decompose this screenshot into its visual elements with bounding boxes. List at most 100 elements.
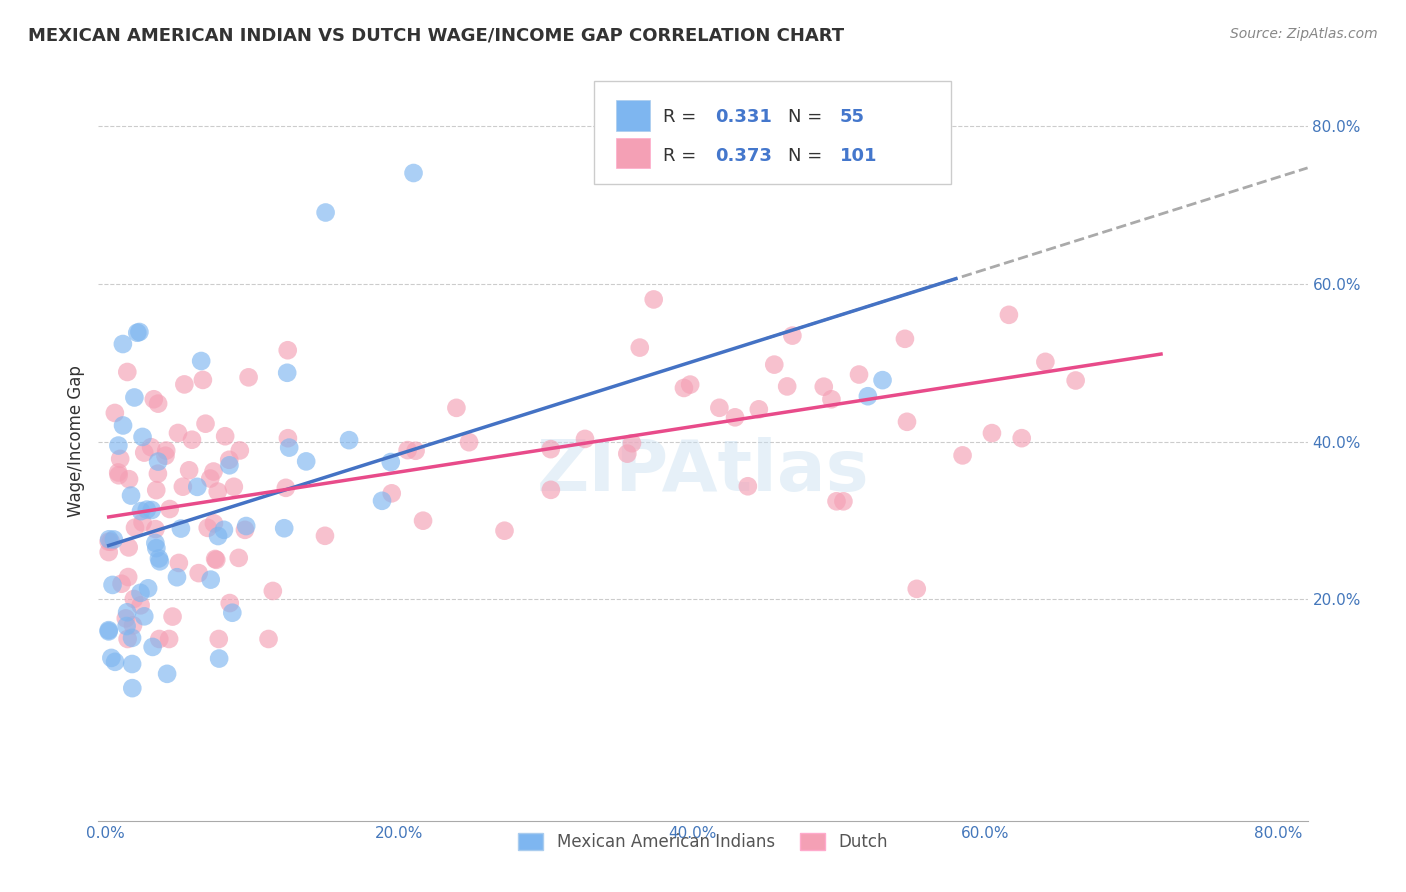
Point	[156, 666, 179, 681]
Point	[371, 493, 394, 508]
Point	[131, 516, 153, 530]
Point	[146, 397, 169, 411]
Point	[129, 599, 152, 613]
Point	[155, 449, 177, 463]
Point	[643, 293, 665, 307]
Point	[894, 332, 917, 346]
Point	[117, 632, 139, 646]
Point	[134, 609, 156, 624]
Point	[337, 433, 360, 447]
Point	[110, 576, 132, 591]
Point	[233, 523, 256, 537]
Text: R =: R =	[664, 146, 702, 165]
Point	[166, 570, 188, 584]
Point	[540, 442, 562, 457]
Point	[162, 609, 184, 624]
Point	[214, 429, 236, 443]
Point	[131, 430, 153, 444]
Point	[136, 582, 159, 596]
Point	[952, 449, 974, 463]
Point	[616, 447, 638, 461]
Point	[121, 631, 143, 645]
Point	[181, 433, 204, 447]
Point	[737, 479, 759, 493]
Point	[402, 166, 425, 180]
Point	[207, 484, 229, 499]
Point	[167, 556, 190, 570]
Point	[115, 619, 138, 633]
Point	[896, 415, 918, 429]
Point	[139, 440, 162, 454]
Text: 0.373: 0.373	[716, 146, 772, 165]
Point	[412, 514, 434, 528]
Point	[200, 471, 222, 485]
Point	[679, 377, 702, 392]
Point	[148, 632, 170, 646]
Point	[107, 466, 129, 480]
Point	[813, 379, 835, 393]
Point	[157, 632, 180, 646]
Point	[127, 326, 149, 340]
Point	[277, 431, 299, 445]
Point	[212, 523, 235, 537]
Text: R =: R =	[664, 108, 702, 126]
Point	[274, 481, 297, 495]
Text: 101: 101	[839, 146, 877, 165]
Point	[1064, 374, 1087, 388]
Point	[145, 483, 167, 497]
Point	[134, 445, 156, 459]
Point	[145, 541, 167, 556]
Point	[724, 410, 747, 425]
Point	[205, 553, 228, 567]
Point	[229, 443, 252, 458]
Text: 55: 55	[839, 108, 865, 126]
Point	[202, 516, 225, 531]
Point	[103, 533, 125, 547]
Point	[115, 605, 138, 619]
Point	[235, 519, 257, 533]
Point	[1011, 431, 1033, 445]
Point	[159, 502, 181, 516]
Y-axis label: Wage/Income Gap: Wage/Income Gap	[66, 366, 84, 517]
Point	[832, 494, 855, 508]
Point	[222, 480, 245, 494]
Point	[179, 463, 201, 477]
Point	[763, 358, 786, 372]
Point	[187, 566, 209, 581]
Point	[207, 529, 229, 543]
Text: ZIPAtlas: ZIPAtlas	[537, 437, 869, 507]
Point	[135, 502, 157, 516]
Point	[112, 418, 135, 433]
Text: Source: ZipAtlas.com: Source: ZipAtlas.com	[1230, 27, 1378, 41]
Point	[101, 578, 124, 592]
Point	[107, 468, 129, 483]
Point	[446, 401, 468, 415]
Point	[905, 582, 928, 596]
Point	[396, 443, 419, 458]
Point	[628, 341, 651, 355]
Point	[170, 522, 193, 536]
Point	[197, 521, 219, 535]
Point	[782, 328, 804, 343]
Point	[97, 534, 120, 549]
Point	[104, 406, 127, 420]
Point	[208, 632, 231, 646]
Point	[238, 370, 260, 384]
Point	[114, 611, 136, 625]
Point	[111, 337, 134, 351]
Point	[380, 455, 402, 469]
Point	[142, 640, 165, 654]
Point	[278, 441, 301, 455]
Point	[121, 657, 143, 671]
Point	[856, 389, 879, 403]
Point	[200, 573, 222, 587]
Point	[146, 467, 169, 481]
Point	[141, 503, 163, 517]
Point	[108, 451, 131, 466]
Point	[107, 439, 129, 453]
Point	[273, 521, 295, 535]
Point	[124, 521, 146, 535]
FancyBboxPatch shape	[616, 101, 650, 130]
Point	[129, 504, 152, 518]
Point	[776, 379, 799, 393]
